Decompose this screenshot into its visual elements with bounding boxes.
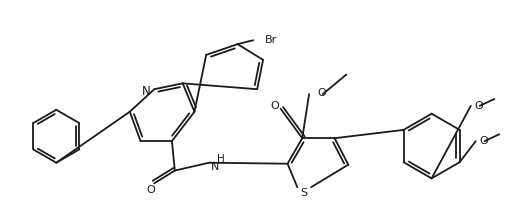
Text: O: O xyxy=(475,100,484,110)
Text: Br: Br xyxy=(265,35,277,45)
Text: O: O xyxy=(270,100,279,110)
Text: N: N xyxy=(142,84,151,97)
Text: O: O xyxy=(479,135,489,145)
Text: S: S xyxy=(301,187,308,197)
Text: N: N xyxy=(211,161,219,171)
Text: O: O xyxy=(146,184,155,194)
Text: O: O xyxy=(317,88,326,98)
Text: H: H xyxy=(217,153,225,163)
